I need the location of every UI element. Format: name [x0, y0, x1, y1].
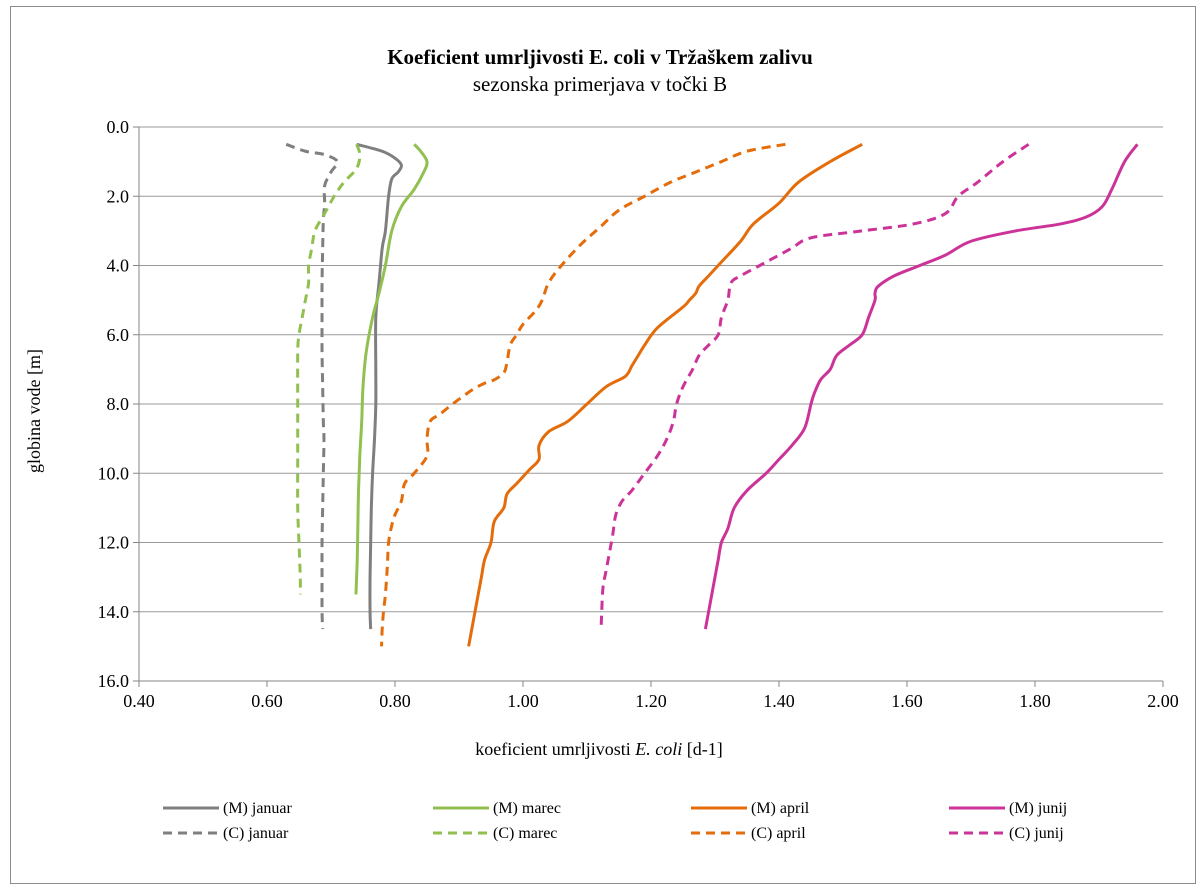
legend: (M) januar (M) marec (M) april (M) junij (C)… — [163, 800, 1067, 842]
chart-title: Koeficient umrljivosti E. coli v Tržaške… — [387, 45, 813, 69]
x-tick-label: 1.20 — [635, 691, 667, 711]
x-tick-label: 1.60 — [891, 691, 923, 711]
series-line-m-april — [467, 142, 863, 647]
chart: Koeficient umrljivosti E. coli v Tržaške… — [24, 45, 1179, 842]
gridlines — [139, 126, 1163, 682]
axes — [133, 126, 1164, 687]
x-tick-label: 0.80 — [379, 691, 411, 711]
y-tick-label: 2.0 — [107, 186, 130, 206]
series-line-m-junij — [703, 143, 1139, 630]
legend-label-c-junij: (C) junij — [1009, 825, 1064, 842]
series-line-c-marec — [296, 143, 362, 595]
y-tick-label: 16.0 — [98, 671, 130, 691]
series-line-c-junij — [599, 143, 1030, 630]
y-tick-label: 8.0 — [107, 394, 130, 414]
tick-labels: 0.0 2.0 4.0 6.0 8.0 10.0 12.0 14.0 16.00.40 0.60 0… — [98, 117, 1179, 711]
chart-subtitle: sezonska primerjava v točki B — [473, 72, 727, 96]
x-tick-label: 1.40 — [763, 691, 795, 711]
x-tick-label: 0.40 — [123, 691, 155, 711]
legend-label-m-junij: (M) junij — [1009, 800, 1067, 817]
x-axis-label-part-2: E. coli — [634, 739, 682, 759]
y-tick-label: 0.0 — [107, 117, 130, 137]
series-line-m-marec — [354, 143, 429, 595]
legend-label-m-januar: (M) januar — [223, 800, 293, 817]
x-axis-label-part-3: [d-1] — [682, 739, 722, 759]
y-tick-label: 6.0 — [107, 325, 130, 345]
y-tick-label: 4.0 — [107, 256, 130, 276]
x-tick-label: 2.00 — [1147, 691, 1179, 711]
x-axis-label: koeficient umrljivosti E. coli [d-1] — [475, 739, 722, 759]
y-tick-label: 14.0 — [98, 602, 130, 622]
x-tick-label: 1.80 — [1019, 691, 1051, 711]
legend-label-m-april: (M) april — [751, 800, 810, 817]
y-tick-label: 12.0 — [98, 533, 130, 553]
series-line-c-januar — [285, 142, 340, 630]
y-axis-label: globina vode [m] — [24, 349, 44, 473]
series-line-c-april — [380, 142, 786, 647]
x-axis-label-part-1: koeficient umrljivosti — [475, 739, 635, 759]
legend-label-c-januar: (C) januar — [223, 825, 289, 842]
legend-label-c-marec: (C) marec — [493, 825, 557, 842]
legend-label-m-marec: (M) marec — [493, 800, 561, 817]
y-tick-label: 10.0 — [98, 463, 130, 483]
series-lines — [285, 142, 1139, 647]
x-tick-label: 0.60 — [251, 691, 283, 711]
x-tick-label: 1.00 — [507, 691, 539, 711]
legend-label-c-april: (C) april — [751, 825, 806, 842]
chart-frame: Koeficient umrljivosti E. coli v Tržaške… — [10, 6, 1196, 884]
